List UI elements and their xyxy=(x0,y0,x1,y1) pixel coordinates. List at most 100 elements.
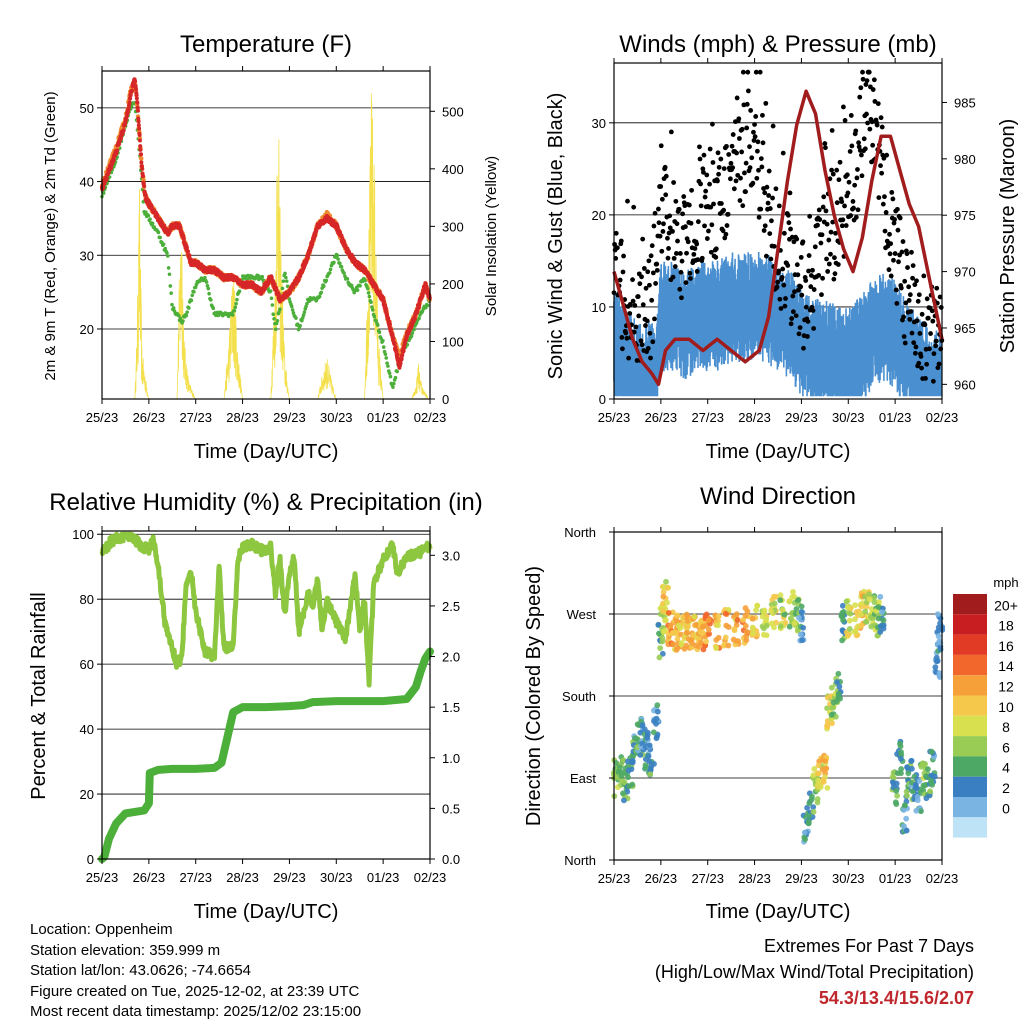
x-tick-label: 26/23 xyxy=(645,410,678,425)
gust-point xyxy=(634,358,640,363)
gust-point xyxy=(806,253,812,258)
x-tick-label: 28/23 xyxy=(226,870,259,885)
y-tick-label: North xyxy=(564,853,596,868)
temp2m-point xyxy=(134,92,139,97)
dewpoint-point xyxy=(192,290,196,294)
winds-x-title: Time (Day/UTC) xyxy=(706,441,851,463)
direction-point xyxy=(617,768,623,775)
gust-point xyxy=(828,229,834,235)
dewpoint-point xyxy=(166,266,171,270)
gust-point xyxy=(776,268,782,274)
gust-point xyxy=(879,124,885,130)
gust-point xyxy=(785,263,791,268)
gust-point xyxy=(839,223,845,229)
direction-point xyxy=(846,625,853,632)
dewpoint-point xyxy=(385,361,389,365)
x-tick-label: 30/23 xyxy=(832,410,865,425)
direction-point xyxy=(663,578,669,585)
gust-point xyxy=(811,326,817,331)
y2-tick-label: 980 xyxy=(954,152,976,167)
temp2m-point xyxy=(415,310,420,315)
direction-point xyxy=(811,766,818,772)
direction-point xyxy=(681,645,688,652)
gust-point xyxy=(620,346,625,352)
gust-point xyxy=(810,267,815,273)
gust-point xyxy=(688,276,693,281)
temp2m-point xyxy=(119,136,124,141)
gust-point xyxy=(914,278,919,284)
gust-point xyxy=(829,167,835,173)
dewpoint-point xyxy=(268,289,273,293)
gust-point xyxy=(624,335,630,341)
temperature-panel: Temperature (F) 20 30 40 50 25/23 26/23 27/23 2… xyxy=(42,31,500,463)
gust-point xyxy=(649,243,655,249)
colorbar-label: 0 xyxy=(1002,800,1010,816)
gust-point xyxy=(892,251,898,256)
colorbar-label: 6 xyxy=(1002,739,1010,755)
direction-point xyxy=(742,623,749,629)
gust-point xyxy=(665,255,671,261)
y2-tick-label: 0.5 xyxy=(442,801,460,816)
direction-point xyxy=(660,593,667,600)
x-tick-label: 27/23 xyxy=(691,410,724,425)
direction-point xyxy=(934,611,941,617)
gust-point xyxy=(781,282,787,288)
gust-point xyxy=(623,330,629,336)
gust-point xyxy=(882,228,888,234)
direction-point xyxy=(934,658,941,664)
gust-point xyxy=(694,269,700,274)
gust-point xyxy=(671,180,677,185)
direction-point xyxy=(879,609,885,616)
dewpoint-point xyxy=(395,369,400,374)
gust-point xyxy=(912,350,918,356)
y-tick-label: South xyxy=(562,689,596,704)
gust-point xyxy=(903,300,909,306)
direction-point xyxy=(768,620,775,627)
gust-point xyxy=(646,258,652,264)
direction-point xyxy=(828,712,835,718)
direction-point xyxy=(810,804,817,811)
direction-point xyxy=(815,777,822,784)
gust-point xyxy=(863,82,869,87)
dewpoint-point xyxy=(322,284,326,288)
temp2m-point xyxy=(384,310,389,315)
direction-point xyxy=(625,774,631,781)
gust-point xyxy=(896,259,901,265)
dewpoint-point xyxy=(275,318,280,323)
x-tick-label: 26/23 xyxy=(133,410,166,425)
temp2m-point xyxy=(291,285,296,290)
dewpoint-point xyxy=(383,352,388,357)
gust-point xyxy=(745,88,751,94)
dewpoint-point xyxy=(205,283,210,288)
temp2m-point xyxy=(139,152,144,157)
direction-point xyxy=(824,784,831,791)
gust-point xyxy=(694,241,700,247)
gust-point xyxy=(710,121,715,127)
temp2m-point xyxy=(398,361,403,366)
gust-point xyxy=(887,231,892,237)
gust-point xyxy=(887,251,893,257)
y2-tick-label: 0.0 xyxy=(442,852,460,867)
direction-point xyxy=(761,609,767,616)
dewpoint-point xyxy=(168,284,173,288)
dewpoint-point xyxy=(392,381,396,386)
dewpoint-point xyxy=(184,313,189,318)
direction-point xyxy=(650,729,657,736)
gust-point xyxy=(870,87,876,92)
direction-point xyxy=(877,629,884,635)
gust-point xyxy=(731,186,737,192)
direction-point xyxy=(678,640,685,646)
direction-point xyxy=(786,598,793,605)
dewpoint-point xyxy=(365,286,370,291)
colorbar-label: 10 xyxy=(998,699,1014,715)
gust-point xyxy=(752,122,757,127)
direction-point xyxy=(913,807,920,814)
dewpoint-point xyxy=(272,316,276,321)
dewpoint-point xyxy=(369,300,373,305)
gust-point xyxy=(824,221,830,227)
gust-point xyxy=(720,228,726,234)
gust-point xyxy=(639,274,644,280)
gust-point xyxy=(765,200,771,206)
gust-point xyxy=(816,207,822,213)
direction-point xyxy=(871,599,878,606)
